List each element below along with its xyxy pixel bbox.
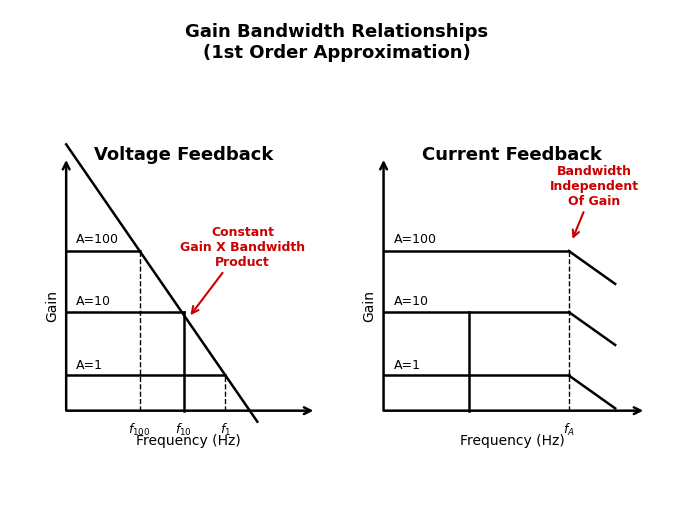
Text: A=10: A=10 bbox=[394, 295, 429, 308]
Text: Voltage Feedback: Voltage Feedback bbox=[94, 146, 274, 164]
Text: Bandwidth
Independent
Of Gain: Bandwidth Independent Of Gain bbox=[550, 165, 639, 237]
Text: Gain: Gain bbox=[363, 289, 376, 321]
Text: Constant
Gain X Bandwidth
Product: Constant Gain X Bandwidth Product bbox=[180, 225, 305, 314]
Text: A=1: A=1 bbox=[76, 358, 103, 371]
Text: Gain Bandwidth Relationships
(1st Order Approximation): Gain Bandwidth Relationships (1st Order … bbox=[185, 23, 489, 62]
Text: $f_{100}$: $f_{100}$ bbox=[129, 421, 151, 437]
Text: $f_1$: $f_1$ bbox=[220, 421, 231, 437]
Text: Gain: Gain bbox=[46, 289, 60, 321]
Text: A=100: A=100 bbox=[394, 233, 437, 245]
Text: A=1: A=1 bbox=[394, 358, 421, 371]
Text: Frequency (Hz): Frequency (Hz) bbox=[460, 433, 565, 447]
Text: $f_A$: $f_A$ bbox=[563, 421, 575, 437]
Text: Frequency (Hz): Frequency (Hz) bbox=[136, 433, 241, 447]
Text: A=10: A=10 bbox=[76, 295, 111, 308]
Text: $f_{10}$: $f_{10}$ bbox=[175, 421, 192, 437]
Text: Current Feedback: Current Feedback bbox=[423, 146, 602, 164]
Text: A=100: A=100 bbox=[76, 233, 119, 245]
